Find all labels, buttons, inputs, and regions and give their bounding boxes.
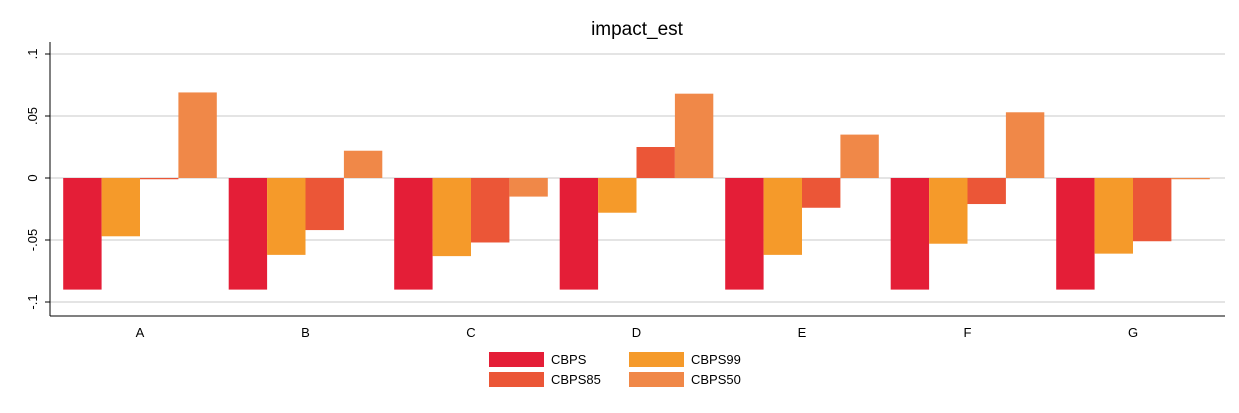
y-tick-label: -.05: [25, 229, 40, 251]
bar-cbps99-c: [432, 178, 471, 257]
bar-cbps-a: [63, 178, 102, 290]
bar-cbps99-e: [763, 178, 802, 255]
bar-cbps-e: [725, 178, 764, 290]
bars: [63, 92, 1210, 290]
x-tick-label: D: [632, 325, 641, 340]
legend-swatch: [489, 352, 544, 367]
bar-cbps50-d: [674, 93, 714, 178]
bar-cbps50-a: [178, 92, 217, 178]
bar-cbps99-f: [929, 178, 968, 244]
bar-cbps50-c: [509, 178, 548, 197]
bar-cbps85-a: [140, 178, 179, 180]
bar-cbps-b: [228, 178, 268, 290]
bar-cbps85-g: [1133, 178, 1172, 242]
bar-cbps99-d: [598, 178, 637, 213]
y-tick-label: .1: [25, 49, 40, 60]
bar-cbps99-b: [267, 178, 306, 255]
chart-title: impact_est: [591, 19, 684, 40]
bar-cbps85-d: [636, 147, 675, 178]
bar-cbps85-e: [802, 178, 841, 208]
bar-cbps50-b: [343, 150, 383, 178]
bar-cbps85-c: [471, 178, 510, 243]
bar-cbps50-e: [840, 134, 879, 178]
legend-swatch: [629, 372, 684, 387]
bar-cbps-f: [890, 178, 930, 290]
bar-cbps50-g: [1171, 178, 1210, 180]
bar-cbps-g: [1056, 178, 1095, 290]
legend-label: CBPS99: [691, 352, 741, 367]
legend-label: CBPS: [551, 352, 587, 367]
bar-cbps-c: [394, 178, 433, 290]
x-tick-label: B: [301, 325, 310, 340]
y-tick-label: 0: [25, 174, 40, 181]
legend-label: CBPS85: [551, 372, 601, 387]
x-axis: A B C D E F G: [50, 315, 1225, 340]
x-tick-label: C: [466, 325, 475, 340]
legend-swatch: [489, 372, 544, 387]
x-tick-label: E: [798, 325, 807, 340]
y-tick-label: .05: [25, 107, 40, 125]
legend-label: CBPS50: [691, 372, 741, 387]
bar-cbps-d: [559, 178, 599, 290]
x-tick-label: G: [1128, 325, 1138, 340]
bar-cbps85-b: [305, 178, 344, 231]
x-tick-label: A: [136, 325, 145, 340]
bar-cbps85-f: [967, 178, 1006, 205]
y-tick-label: -.1: [25, 294, 40, 309]
bar-cbps50-f: [1005, 112, 1045, 178]
y-axis: .1 .05 0 -.05 -.1: [25, 42, 51, 316]
x-tick-label: F: [964, 325, 972, 340]
bar-cbps99-a: [101, 178, 140, 237]
legend-swatch: [629, 352, 684, 367]
bar-cbps99-g: [1094, 178, 1133, 254]
legend: CBPS CBPS99 CBPS85 CBPS50: [489, 352, 741, 387]
